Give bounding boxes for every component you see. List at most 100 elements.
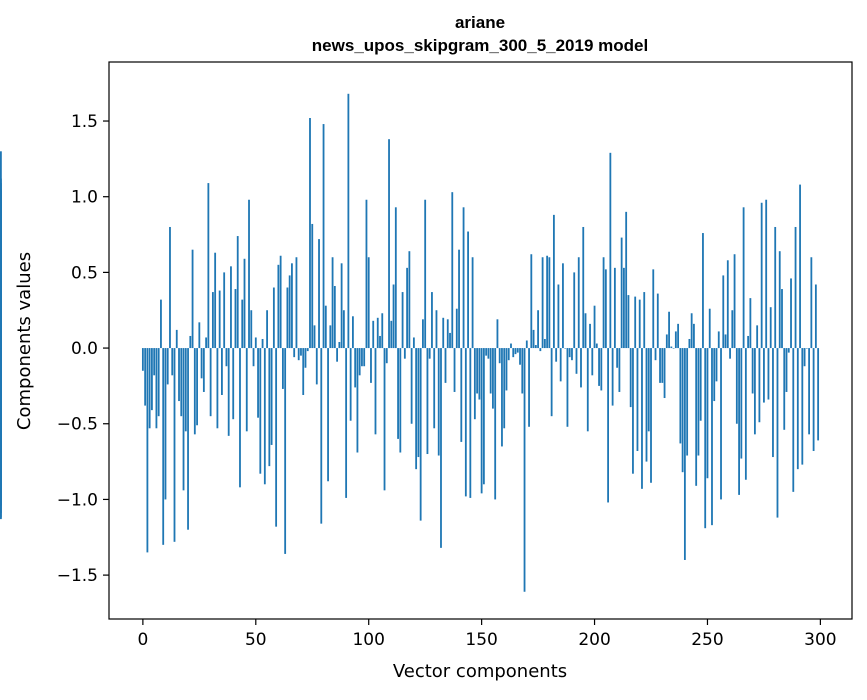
bar	[243, 258, 246, 349]
x-tick-label: 250	[691, 630, 723, 650]
bar	[810, 257, 813, 349]
bar	[668, 311, 670, 349]
bar	[763, 348, 765, 403]
bar	[347, 93, 350, 349]
bar	[428, 348, 431, 359]
x-tick-label: 0	[137, 630, 148, 650]
bar	[724, 334, 727, 349]
bar	[537, 310, 539, 349]
bar	[394, 207, 397, 349]
y-tick-label: 0.0	[71, 339, 98, 359]
bar	[372, 320, 375, 349]
bar	[613, 267, 616, 349]
bar	[239, 348, 241, 488]
bar	[611, 348, 614, 406]
bar	[464, 348, 467, 497]
bar	[227, 348, 230, 436]
bar	[410, 348, 413, 424]
bar	[458, 249, 460, 349]
bar	[234, 289, 237, 349]
bar	[665, 334, 668, 349]
bar	[661, 348, 664, 383]
bar	[187, 348, 189, 530]
bar	[392, 284, 395, 349]
bar	[297, 348, 300, 361]
bar	[333, 286, 336, 349]
bar	[697, 348, 700, 456]
bar	[559, 348, 562, 382]
bar	[281, 348, 284, 389]
bar	[266, 310, 268, 349]
bar	[627, 295, 630, 349]
bar	[293, 348, 296, 358]
bar	[467, 231, 469, 349]
bar	[523, 348, 526, 592]
bar	[291, 263, 293, 349]
bar	[785, 348, 788, 392]
bar	[595, 343, 598, 349]
bar	[796, 348, 799, 470]
bar	[166, 348, 169, 385]
bar	[485, 348, 488, 356]
bar	[338, 342, 341, 349]
bar	[442, 317, 445, 349]
bar	[207, 183, 210, 349]
bar	[717, 331, 720, 349]
bar	[342, 310, 345, 349]
bar	[487, 348, 490, 359]
bar	[758, 348, 761, 423]
bar	[715, 348, 718, 382]
bar	[412, 337, 415, 349]
y-tick-label: 0.5	[71, 263, 98, 283]
bar	[358, 348, 361, 376]
bar	[422, 319, 424, 349]
bar	[632, 348, 634, 474]
bar	[331, 257, 334, 349]
bar	[534, 345, 537, 349]
bar	[424, 199, 427, 349]
bar	[388, 139, 390, 349]
bar	[257, 348, 259, 418]
bar	[598, 348, 600, 386]
bar	[688, 338, 691, 349]
bar	[259, 348, 262, 474]
bar	[704, 348, 707, 529]
bar	[245, 348, 248, 432]
x-tick-label: 200	[578, 630, 610, 650]
bar	[582, 226, 585, 349]
bar	[656, 293, 659, 349]
bar	[564, 348, 567, 349]
bar	[501, 348, 503, 447]
bar	[790, 278, 792, 349]
bar	[365, 199, 368, 349]
bar	[455, 308, 458, 349]
bar	[749, 298, 752, 349]
bar	[546, 255, 549, 349]
bar	[681, 348, 684, 473]
bar	[480, 348, 483, 494]
bar	[525, 340, 528, 349]
bar	[164, 348, 167, 500]
bar	[385, 348, 388, 364]
bar	[593, 305, 596, 349]
bar	[354, 348, 357, 388]
bar	[268, 348, 271, 467]
bar	[555, 348, 558, 362]
bar	[686, 348, 689, 456]
bar	[552, 214, 555, 349]
bar	[620, 237, 623, 349]
bar	[568, 348, 571, 358]
bar	[157, 348, 160, 417]
bar	[659, 348, 661, 383]
bar	[690, 313, 693, 349]
bar	[324, 305, 327, 349]
bar	[211, 292, 214, 349]
bar	[735, 348, 738, 424]
chart-title: ariane	[455, 13, 505, 32]
bar	[817, 348, 820, 441]
bar	[510, 343, 512, 349]
bar	[498, 348, 501, 364]
bar	[162, 348, 165, 545]
